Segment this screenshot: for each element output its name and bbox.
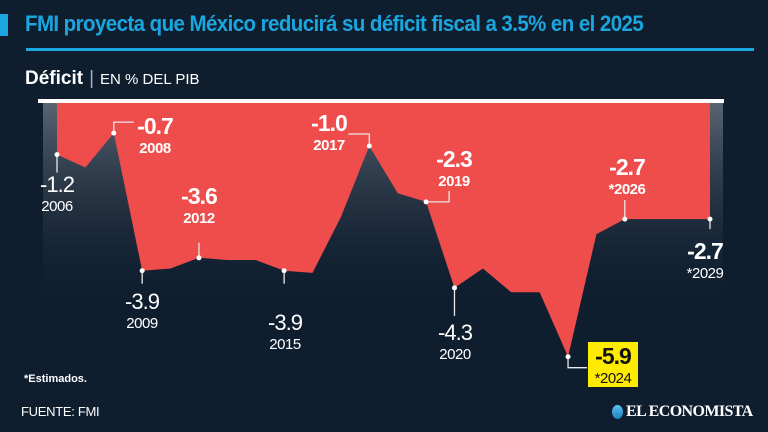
data-point <box>565 354 571 360</box>
chart-subtitle: Déficit | EN % DEL PIB <box>25 68 200 90</box>
data-point <box>111 130 117 136</box>
title-divider <box>26 48 754 51</box>
data-point <box>622 216 628 222</box>
el-economista-logo: EL ECONOMISTA <box>612 403 753 421</box>
label-2009: -3.9 2009 <box>125 289 160 332</box>
data-point <box>366 143 372 149</box>
brand-name: EL ECONOMISTA <box>626 403 753 420</box>
label-2020: -4.3 2020 <box>438 320 473 363</box>
subtitle-separator: | <box>89 68 95 89</box>
label-2012: -3.6 2012 <box>181 183 218 227</box>
leader-line <box>113 121 134 134</box>
data-point <box>451 285 457 291</box>
data-point <box>54 152 60 158</box>
data-point <box>139 268 145 274</box>
subtitle-unit: EN % DEL PIB <box>100 71 200 88</box>
estimates-note: *Estimados. <box>24 373 87 385</box>
zero-baseline <box>38 99 724 103</box>
data-point <box>707 216 713 222</box>
data-point <box>423 199 429 205</box>
label-2006: -1.2 2006 <box>40 172 75 215</box>
data-point <box>281 268 287 274</box>
leader-line <box>567 356 588 369</box>
page-title: FMI proyecta que México reducirá su défi… <box>25 11 644 36</box>
subtitle-label: Déficit <box>25 68 84 89</box>
source-text: FUENTE: FMI <box>21 404 100 419</box>
deficit-area <box>57 103 710 357</box>
label-2019: -2.3 2019 <box>436 146 473 190</box>
data-point <box>196 255 202 261</box>
title-accent-bar <box>0 14 8 36</box>
label-2008: -0.7 2008 <box>137 113 174 157</box>
logo-globe-icon <box>612 405 623 419</box>
leader-line <box>348 133 370 146</box>
label-2029: -2.7 *2029 <box>686 238 724 282</box>
label-2024-highlight: -5.9 *2024 <box>588 342 638 387</box>
label-2026: -2.7 *2026 <box>608 154 646 198</box>
leader-line <box>426 190 450 203</box>
label-2015: -3.9 2015 <box>268 310 303 353</box>
label-2017: -1.0 2017 <box>311 110 348 154</box>
